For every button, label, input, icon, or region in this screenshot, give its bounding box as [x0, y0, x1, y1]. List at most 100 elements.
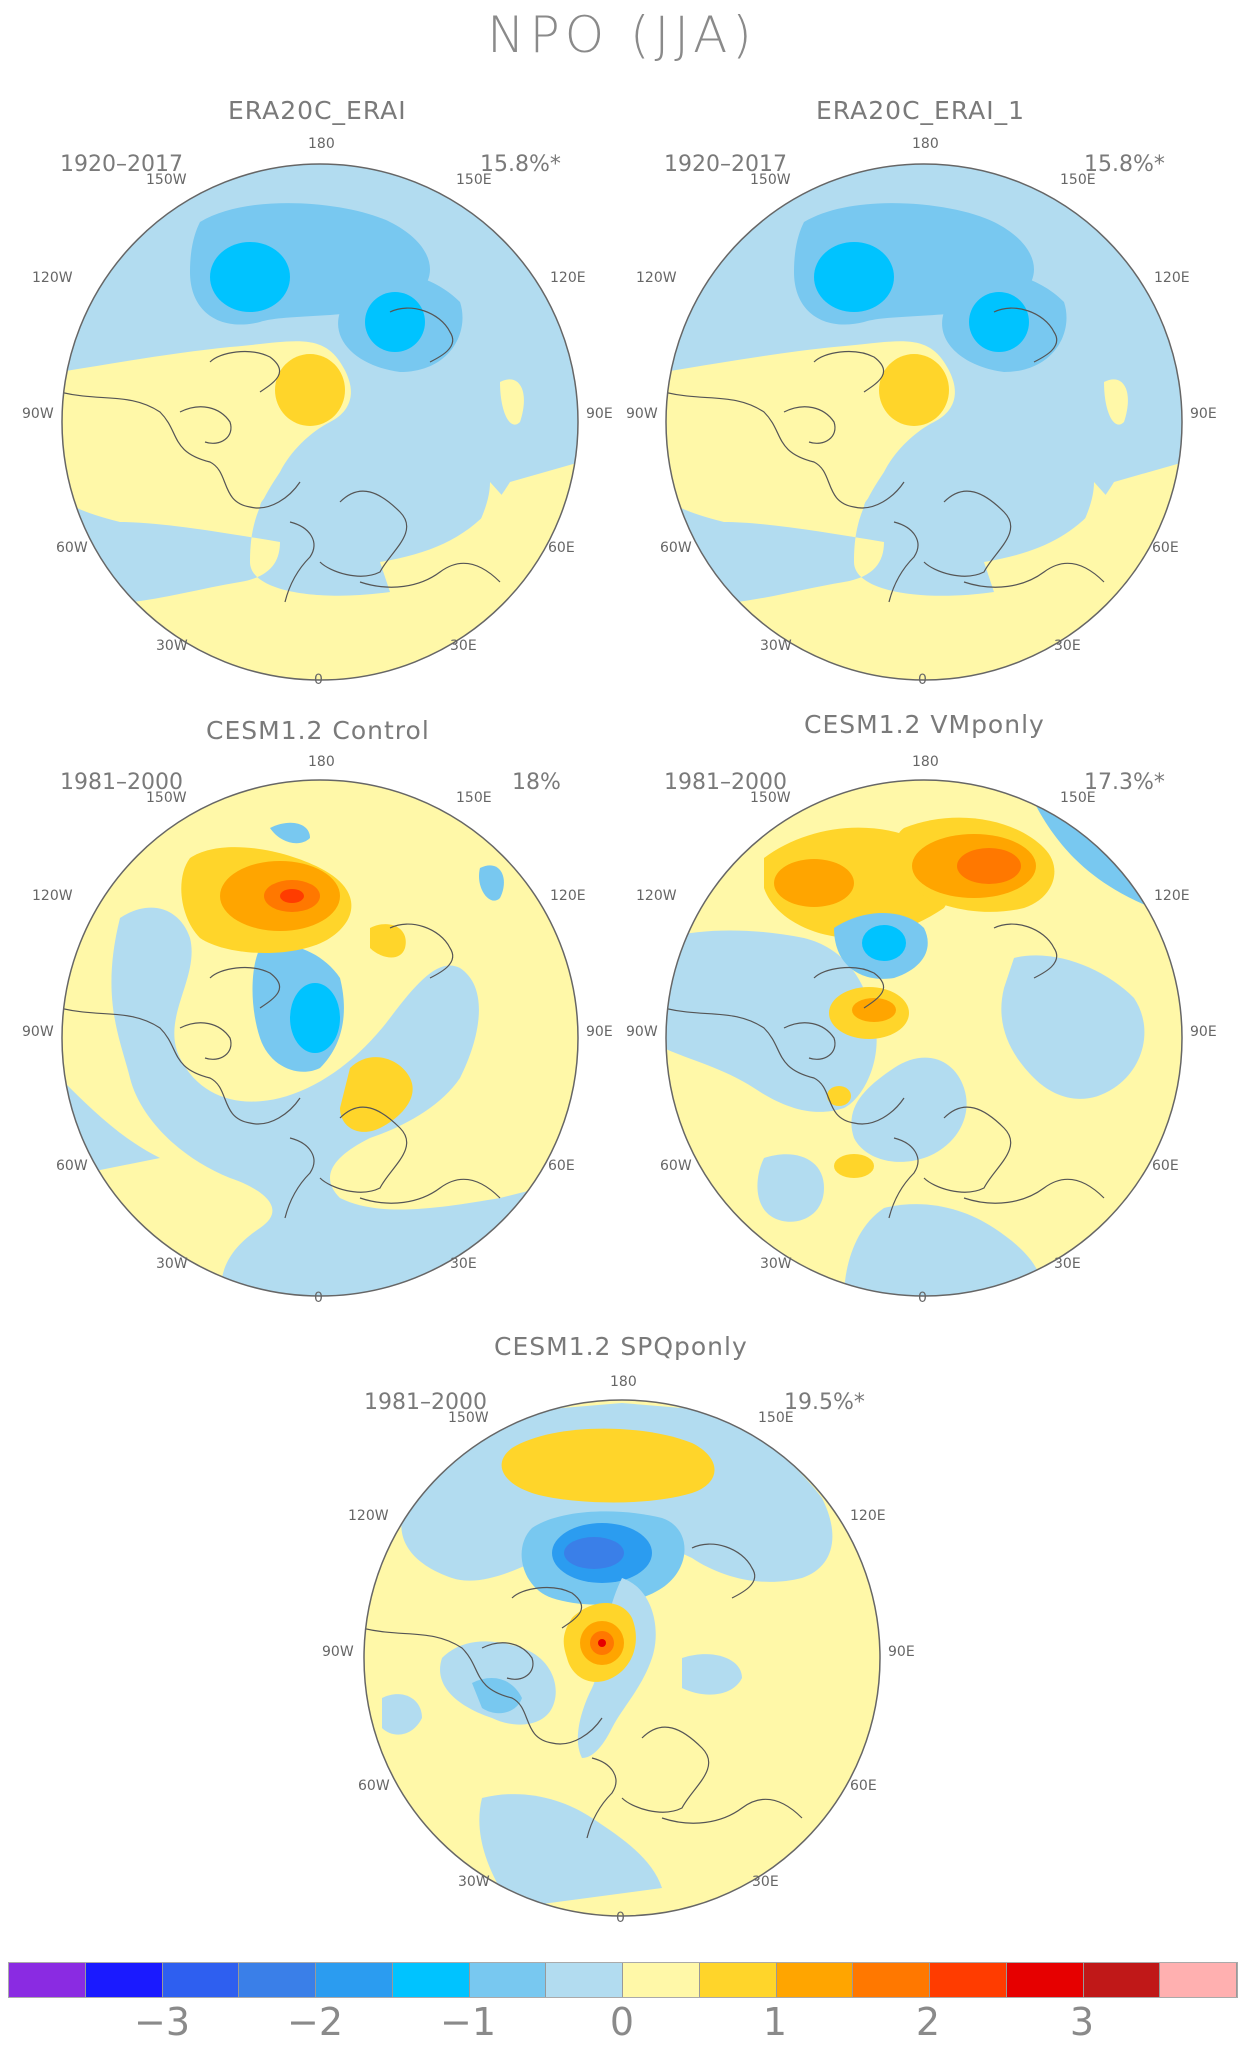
lon-label: 30E [1054, 1256, 1081, 1272]
colorbar-tick: 1 [762, 2000, 788, 2044]
colorbar-swatch [776, 1963, 854, 1997]
lon-label: 90W [626, 1024, 658, 1040]
panel-percent: 18% [512, 770, 561, 795]
colorbar-tick: −2 [286, 2000, 344, 2044]
colorbar-swatch [392, 1963, 470, 1997]
polar-map [665, 163, 1183, 681]
lon-label: 180 [308, 136, 335, 152]
lon-label: 90E [1190, 406, 1217, 422]
panel-title: ERA20C_ERAI_1 [816, 96, 1026, 125]
lon-label: 150W [146, 790, 187, 806]
panel-percent: 19.5%* [784, 1390, 865, 1415]
lon-label: 0 [314, 1290, 323, 1306]
panel-title: CESM1.2 VMponly [804, 710, 1045, 739]
polar-map [363, 1399, 881, 1917]
colorbar-swatch [1083, 1963, 1161, 1997]
lon-label: 60E [1152, 1158, 1179, 1174]
lon-label: 120W [32, 888, 73, 904]
lon-label: 30E [752, 1874, 779, 1890]
colorbar-swatch [1006, 1963, 1084, 1997]
lon-label: 150W [750, 172, 791, 188]
lon-label: 90E [1190, 1024, 1217, 1040]
lon-label: 90E [586, 1024, 613, 1040]
lon-label: 90W [22, 1024, 54, 1040]
colorbar-swatch [316, 1963, 393, 1997]
colorbar-swatch [9, 1963, 86, 1997]
lon-label: 30W [760, 1256, 792, 1272]
colorbar-swatch [546, 1963, 623, 1997]
colorbar-tick: −1 [439, 2000, 497, 2044]
lon-label: 60E [850, 1778, 877, 1794]
lon-label: 30E [450, 638, 477, 654]
lon-label: 30W [156, 638, 188, 654]
lon-label: 60W [56, 540, 88, 556]
colorbar-swatch [239, 1963, 316, 1997]
panel-percent: 17.3%* [1084, 770, 1165, 795]
lon-label: 60W [56, 1158, 88, 1174]
lon-label: 180 [912, 754, 939, 770]
panel-title: CESM1.2 Control [206, 716, 430, 745]
lon-label: 60W [660, 1158, 692, 1174]
lon-label: 120W [636, 270, 677, 286]
colorbar-tick: 2 [915, 2000, 941, 2044]
lon-label: 150W [750, 790, 791, 806]
lon-label: 120W [348, 1508, 389, 1524]
lon-label: 30E [1054, 638, 1081, 654]
lon-label: 150E [758, 1410, 794, 1426]
lon-label: 120W [636, 888, 677, 904]
colorbar-swatch [1160, 1963, 1237, 1997]
lon-label: 60W [358, 1778, 390, 1794]
lon-label: 0 [918, 672, 927, 688]
panel-percent: 15.8%* [1084, 152, 1165, 177]
lon-label: 60E [548, 1158, 575, 1174]
polar-map [61, 163, 579, 681]
panel-title: CESM1.2 SPQponly [494, 1332, 748, 1361]
lon-label: 150E [1060, 790, 1096, 806]
lon-label: 180 [912, 136, 939, 152]
lon-label: 180 [308, 754, 335, 770]
lon-label: 150W [146, 172, 187, 188]
lon-label: 150E [456, 790, 492, 806]
colorbar-tick: −3 [133, 2000, 191, 2044]
lon-label: 90W [626, 406, 658, 422]
lon-label: 0 [918, 1290, 927, 1306]
lon-label: 120E [1154, 888, 1190, 904]
colorbar-swatch [623, 1963, 700, 1997]
lon-label: 90E [586, 406, 613, 422]
lon-label: 30W [156, 1256, 188, 1272]
panel-period: 1920–2017 [664, 152, 787, 177]
panel-period: 1981–2000 [364, 1390, 487, 1415]
lon-label: 120E [850, 1508, 886, 1524]
lon-label: 60E [548, 540, 575, 556]
panel-period: 1981–2000 [664, 770, 787, 795]
lon-label: 90E [888, 1644, 915, 1660]
panel-period: 1981–2000 [60, 770, 183, 795]
lon-label: 60E [1152, 540, 1179, 556]
lon-label: 30W [458, 1874, 490, 1890]
colorbar-swatch [162, 1963, 240, 1997]
figure-title: NPO (JJA) [487, 6, 757, 64]
colorbar-swatch [930, 1963, 1007, 1997]
colorbar-tick: 3 [1069, 2000, 1095, 2044]
lon-label: 60W [660, 540, 692, 556]
lon-label: 90W [22, 406, 54, 422]
lon-label: 120E [550, 270, 586, 286]
colorbar-swatch [853, 1963, 930, 1997]
lon-label: 120E [1154, 270, 1190, 286]
lon-label: 30W [760, 638, 792, 654]
colorbar [8, 1962, 1238, 1998]
colorbar-swatch [85, 1963, 163, 1997]
lon-label: 90W [322, 1644, 354, 1660]
lon-label: 150E [1060, 172, 1096, 188]
lon-label: 120E [550, 888, 586, 904]
polar-map [665, 779, 1183, 1297]
panel-title: ERA20C_ERAI [228, 96, 407, 125]
lon-label: 120W [32, 270, 73, 286]
panel-percent: 15.8%* [480, 152, 561, 177]
lon-label: 150E [456, 172, 492, 188]
lon-label: 150W [448, 1410, 489, 1426]
colorbar-swatch [699, 1963, 777, 1997]
polar-map [61, 779, 579, 1297]
panel-period: 1920–2017 [60, 152, 183, 177]
lon-label: 30E [450, 1256, 477, 1272]
